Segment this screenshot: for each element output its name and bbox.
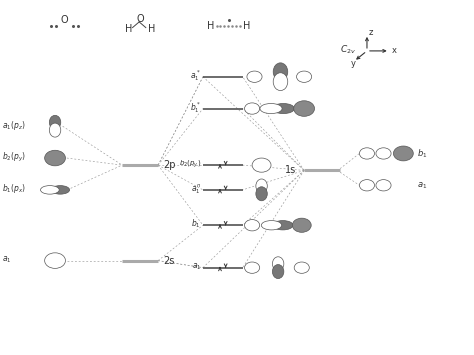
Ellipse shape [256,179,267,193]
Ellipse shape [359,180,374,191]
Text: H: H [207,21,215,31]
Ellipse shape [260,104,282,114]
Ellipse shape [294,262,310,273]
Ellipse shape [256,187,267,201]
Ellipse shape [245,103,260,114]
Text: H: H [243,21,250,31]
Ellipse shape [261,220,282,230]
Ellipse shape [49,123,61,137]
Ellipse shape [273,73,288,91]
Text: H: H [125,24,132,34]
Text: x: x [392,47,397,55]
Ellipse shape [51,186,70,194]
Ellipse shape [245,220,260,231]
Text: $a_1^*$: $a_1^*$ [191,68,201,83]
Text: $b_1(p_x)$: $b_1(p_x)$ [1,182,26,195]
Ellipse shape [247,71,262,82]
Text: $a_1^n$: $a_1^n$ [191,182,201,196]
Ellipse shape [45,253,65,268]
Ellipse shape [297,71,312,82]
Text: z: z [369,28,373,37]
Ellipse shape [273,220,293,230]
Ellipse shape [245,262,260,273]
Text: $b_1^*$: $b_1^*$ [190,100,201,115]
Ellipse shape [273,257,284,271]
Ellipse shape [294,101,315,116]
Text: $b_2(p_y)$: $b_2(p_y)$ [1,151,26,164]
Ellipse shape [45,150,65,166]
Ellipse shape [40,186,59,194]
Text: O: O [61,15,68,25]
Ellipse shape [393,146,413,161]
Ellipse shape [272,104,294,114]
Text: $a_1$: $a_1$ [1,254,11,265]
Text: $a_1$: $a_1$ [417,180,427,191]
Ellipse shape [273,264,284,279]
Ellipse shape [376,180,391,191]
Text: O: O [137,14,144,24]
Text: y: y [351,59,356,68]
Ellipse shape [49,115,61,129]
Ellipse shape [292,218,311,232]
Text: $C_{2v}$: $C_{2v}$ [340,44,356,56]
Text: $a_1$: $a_1$ [191,261,201,272]
Text: H: H [148,24,155,34]
Ellipse shape [252,158,271,172]
Text: $a_1(p_z)$: $a_1(p_z)$ [1,119,25,132]
Text: 1s: 1s [285,165,296,175]
Text: 2s: 2s [164,256,175,266]
Ellipse shape [359,148,374,159]
Ellipse shape [273,63,288,81]
Text: $b_2(p_y)$: $b_2(p_y)$ [179,158,201,170]
Ellipse shape [376,148,391,159]
Text: $b_1$: $b_1$ [417,147,427,160]
Text: 2p: 2p [164,160,176,170]
Text: $b_1$: $b_1$ [191,218,201,230]
